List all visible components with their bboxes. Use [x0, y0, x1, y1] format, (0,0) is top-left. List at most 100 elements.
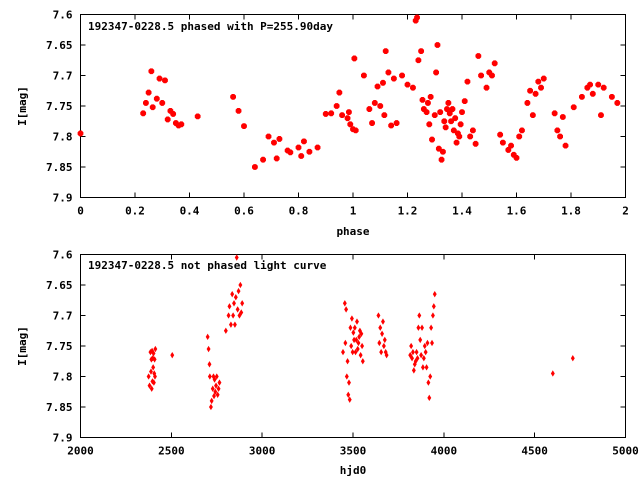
phased-data-point [459, 109, 465, 115]
unphased-data-point [430, 339, 434, 347]
phased-data-point [380, 79, 386, 86]
unphased-data-point [216, 385, 221, 392]
phased-data-point [265, 133, 272, 140]
phased-data-point [252, 164, 258, 170]
phased-data-point [478, 72, 484, 79]
phased-data-point [346, 109, 352, 115]
phased-y-tick-label: 7.65 [46, 39, 73, 52]
phased-x-tick-label: 1.2 [398, 205, 418, 218]
phased-y-tick-label: 7.85 [46, 161, 73, 174]
phased-data-point [271, 139, 277, 146]
phased-chart-title: 192347-0228.5 phased with P=255.90day [88, 20, 333, 33]
unphased-chart: 192347-0228.5 not phased light curve 7.6… [16, 249, 639, 478]
phased-data-point [351, 55, 358, 62]
phased-data-point [333, 103, 340, 109]
phased-data-point [516, 133, 523, 140]
unphased-data-point [343, 339, 348, 347]
phased-data-point [491, 60, 498, 67]
phased-x-tick-label: 1 [350, 205, 357, 218]
phased-data-point [529, 112, 536, 119]
unphased-data-point [146, 373, 151, 380]
unphased-data-point [152, 356, 157, 363]
unphased-data-point [426, 379, 431, 386]
phased-data-point [273, 155, 280, 162]
unphased-data-point [376, 312, 381, 319]
phased-data-point [382, 48, 389, 54]
phased-data-point [453, 139, 460, 146]
phased-data-point [230, 93, 236, 100]
unphased-data-point [382, 336, 387, 344]
phased-y-tick-label: 7.8 [53, 131, 73, 144]
unphased-y-tick-label: 7.6 [53, 249, 73, 262]
phased-data-point [164, 116, 171, 123]
unphased-y-axis: 7.6 7.65 7.7 7.75 7.8 7.85 7.9 [46, 249, 626, 445]
phased-data-point [366, 106, 373, 112]
phased-data-point [140, 110, 147, 117]
phased-data-point [314, 144, 321, 151]
phased-data-point [598, 112, 604, 119]
unphased-data-point [223, 327, 228, 334]
phased-data-point [589, 90, 596, 97]
unphased-data-point [207, 361, 212, 368]
phased-data-point [159, 100, 166, 106]
unphased-x-tick-label: 3000 [249, 445, 276, 458]
phased-x-tick-label: 1.8 [561, 205, 581, 218]
phased-data-point [570, 104, 577, 111]
unphased-data-point [417, 312, 422, 319]
unphased-data-point [349, 315, 354, 322]
unphased-data-point [238, 281, 243, 289]
unphased-data-point [233, 294, 238, 301]
unphased-data-point [347, 379, 351, 386]
unphased-x-tick-label: 5000 [612, 445, 639, 458]
unphased-data-point [151, 350, 156, 357]
phased-data-point [410, 84, 416, 91]
phased-data-point [524, 100, 531, 106]
phased-data-point [156, 75, 163, 82]
phased-data-point [328, 110, 335, 117]
phased-data-point [143, 100, 149, 106]
phased-data-point [77, 130, 84, 137]
unphased-data-point [353, 348, 358, 356]
phased-data-point [339, 112, 345, 119]
unphased-data-point [214, 373, 219, 380]
phased-data-point [431, 112, 438, 119]
phased-data-point [614, 100, 621, 106]
phased-data-point [276, 136, 283, 142]
phased-data-point [600, 84, 607, 91]
phased-data-point [306, 148, 313, 155]
unphased-data-point [414, 348, 419, 356]
unphased-data-point [429, 324, 434, 331]
phased-data-point [608, 93, 615, 100]
unphased-data-point [342, 300, 347, 307]
phased-data-point [371, 100, 378, 106]
phased-data-point [499, 139, 506, 146]
unphased-data-point [423, 348, 428, 356]
unphased-x-tick-label: 2000 [67, 445, 94, 458]
unphased-data-point [232, 321, 237, 328]
phased-data-point [579, 93, 585, 100]
unphased-data-point [377, 339, 382, 347]
unphased-data-point [232, 300, 236, 307]
unphased-data-point [149, 368, 153, 375]
unphased-data-point [425, 339, 430, 347]
phased-x-tick-label: 0.8 [289, 205, 309, 218]
unphased-x-axis-title: hjd0 [340, 464, 367, 477]
phased-data-point [445, 100, 452, 106]
phased-data-point [381, 112, 388, 119]
phased-data-point [385, 69, 392, 76]
phased-data-point [377, 103, 384, 109]
unphased-data-point [356, 339, 361, 347]
phased-data-point [295, 144, 302, 151]
phased-data-point [438, 156, 445, 163]
unphased-data-point [410, 355, 414, 362]
unphased-data-point [346, 391, 351, 398]
phased-chart: 192347-0228.5 phased with P=255.90day 7.… [16, 9, 629, 239]
phased-x-tick-label: 0.4 [180, 205, 200, 218]
phased-data-point [260, 156, 266, 163]
unphased-data-point [432, 290, 437, 298]
unphased-data-point [227, 303, 232, 310]
unphased-data-point [206, 345, 211, 353]
phased-x-tick-label: 2 [622, 205, 629, 218]
